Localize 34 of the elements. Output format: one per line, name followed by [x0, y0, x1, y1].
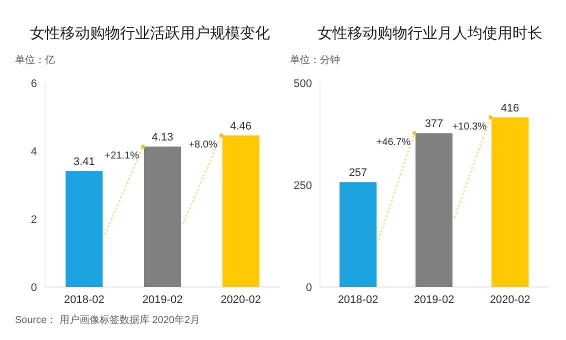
y-tick-label: 4 — [30, 146, 37, 158]
data-label: 4.13 — [152, 132, 174, 144]
y-axis-title: 单位：亿 — [15, 54, 55, 66]
bar — [340, 182, 376, 287]
annotation: +8.0% — [188, 139, 218, 150]
data-label: 416 — [500, 102, 520, 114]
bar — [66, 171, 103, 287]
x-tick-label: 2020-02 — [490, 294, 530, 306]
data-label: 257 — [348, 167, 368, 180]
x-tick-label: 2019-02 — [414, 294, 454, 306]
bar — [222, 135, 260, 287]
y-tick-label: 250 — [294, 180, 312, 192]
x-tick-label: 2020-02 — [220, 294, 262, 306]
y-tick-label: 500 — [294, 78, 312, 90]
y-tick-label: 0 — [306, 282, 312, 294]
annotation: +10.3% — [452, 121, 487, 132]
annotation: +21.1% — [104, 150, 140, 162]
bar — [416, 133, 452, 287]
chart-title: 女性移动购物行业月人均使用时长 — [318, 25, 542, 42]
bar — [492, 117, 528, 287]
bar — [144, 146, 181, 287]
x-tick-label: 2019-02 — [142, 294, 183, 306]
y-tick-label: 0 — [30, 282, 37, 294]
data-label: 4.46 — [230, 120, 252, 132]
annotation: +46.7% — [376, 137, 411, 148]
y-tick-label: 6 — [30, 78, 37, 90]
chart-title: 女性移动购物行业活跃用户规模变化 — [30, 25, 270, 42]
data-label: 3.41 — [73, 156, 95, 168]
x-tick-label: 2018-02 — [64, 294, 104, 306]
data-label: 377 — [424, 118, 444, 130]
source-note: Source： 用户画像标签数据库 2020年2月 — [15, 314, 200, 326]
y-axis-title: 单位：分钟 — [290, 54, 340, 66]
x-tick-label: 2018-02 — [338, 294, 378, 306]
y-tick-label: 2 — [30, 214, 37, 226]
